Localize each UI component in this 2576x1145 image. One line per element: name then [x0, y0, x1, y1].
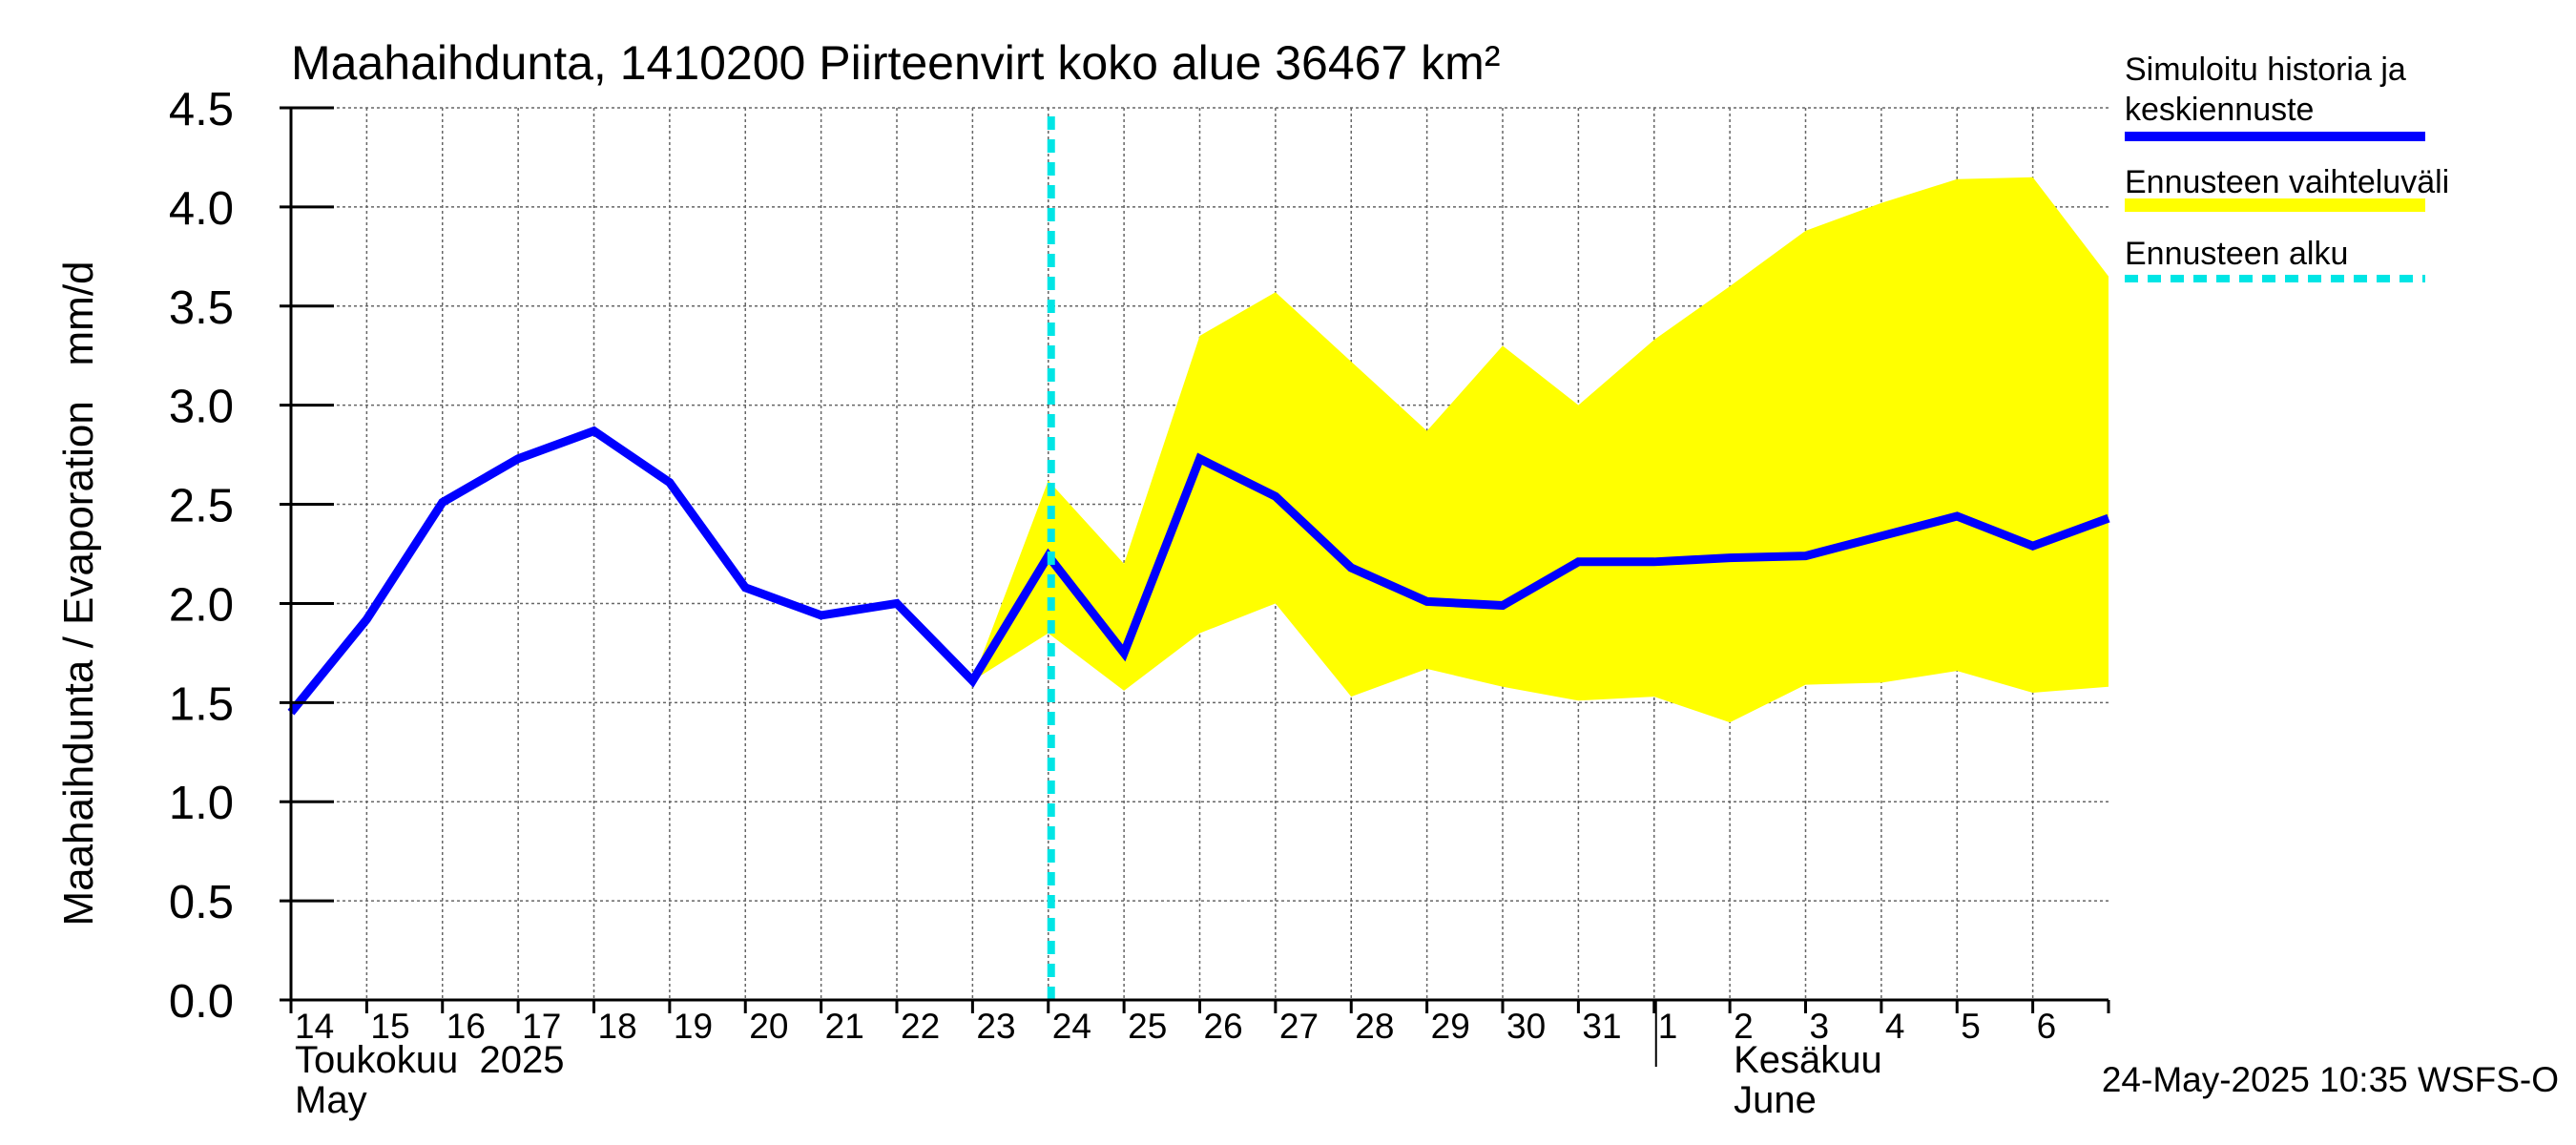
x-tick-label: 20	[749, 1007, 788, 1046]
x-tick-label: 2	[1734, 1007, 1754, 1046]
legend-label: Ennusteen alku	[2125, 236, 2348, 272]
y-tick-label: 4.5	[169, 84, 234, 135]
x-tick-label: 3	[1810, 1007, 1830, 1046]
x-tick-label: 16	[447, 1007, 486, 1046]
month-label: Toukokuu 2025	[295, 1039, 564, 1081]
x-tick-label: 4	[1885, 1007, 1905, 1046]
x-tick-label: 27	[1279, 1007, 1319, 1046]
x-tick-label: 6	[2037, 1007, 2057, 1046]
x-tick-label: 24	[1052, 1007, 1091, 1046]
y-tick-label: 2.5	[169, 481, 234, 532]
forecast-range-layer	[972, 177, 2109, 723]
x-tick-labels: 14 15 16 17 18 19 20 21 22 23 24 25 26 27 28 29 30 31 1 2 3 4…	[295, 1007, 2056, 1046]
forecast-range-band	[972, 177, 2109, 723]
y-tick-label: 0.0	[169, 976, 234, 1028]
y-tick-labels: 0.0 0.5 1.0 1.5 2.0 2.5 3.0 3.5 4.0 4.5	[169, 84, 234, 1028]
month-label-english: June	[1734, 1079, 1817, 1121]
month-label-english: May	[295, 1079, 367, 1121]
timestamp-footer: 24-May-2025 10:35 WSFS-O	[2102, 1060, 2559, 1099]
y-tick-label: 2.0	[169, 579, 234, 631]
y-tick-label: 1.5	[169, 678, 234, 730]
y-axis-label: Maahaihdunta / Evaporation mm/d	[55, 260, 102, 926]
legend-label: keskiennuste	[2125, 92, 2314, 128]
simulated-series-line	[287, 426, 2110, 716]
x-tick-label: 19	[674, 1007, 713, 1046]
x-tick-label: 26	[1204, 1007, 1243, 1046]
legend-label: Simuloitu historia ja	[2125, 52, 2406, 88]
y-tick-label: 3.5	[169, 282, 234, 334]
x-tick-label: 31	[1582, 1007, 1621, 1046]
x-tick-label: 22	[901, 1007, 940, 1046]
x-tick-label: 23	[976, 1007, 1015, 1046]
x-tick-label: 29	[1431, 1007, 1470, 1046]
x-tick-label: 15	[370, 1007, 409, 1046]
y-tick-label: 3.0	[169, 382, 234, 433]
legend: Simuloitu historia ja keskiennuste Ennuste…	[2125, 52, 2449, 282]
month-label: Kesäkuu	[1734, 1039, 1882, 1081]
x-tick-label: 5	[1961, 1007, 1981, 1046]
simulated-series-layer	[287, 426, 2110, 716]
x-tick-label: 1	[1658, 1007, 1678, 1046]
legend-label: Ennusteen vaihteluväli	[2125, 164, 2449, 200]
axes	[280, 106, 2110, 1067]
chart-title: Maahaihdunta, 1410200 Piirteenvirt koko …	[291, 36, 1500, 90]
x-tick-label: 30	[1506, 1007, 1546, 1046]
y-tick-label: 4.0	[169, 183, 234, 235]
y-tick-label: 0.5	[169, 877, 234, 928]
x-tick-label: 18	[598, 1007, 637, 1046]
x-tick-label: 14	[295, 1007, 334, 1046]
y-tick-label: 1.0	[169, 778, 234, 829]
x-tick-label: 17	[522, 1007, 561, 1046]
x-tick-label: 28	[1355, 1007, 1394, 1046]
x-tick-label: 25	[1128, 1007, 1167, 1046]
x-tick-label: 21	[825, 1007, 864, 1046]
